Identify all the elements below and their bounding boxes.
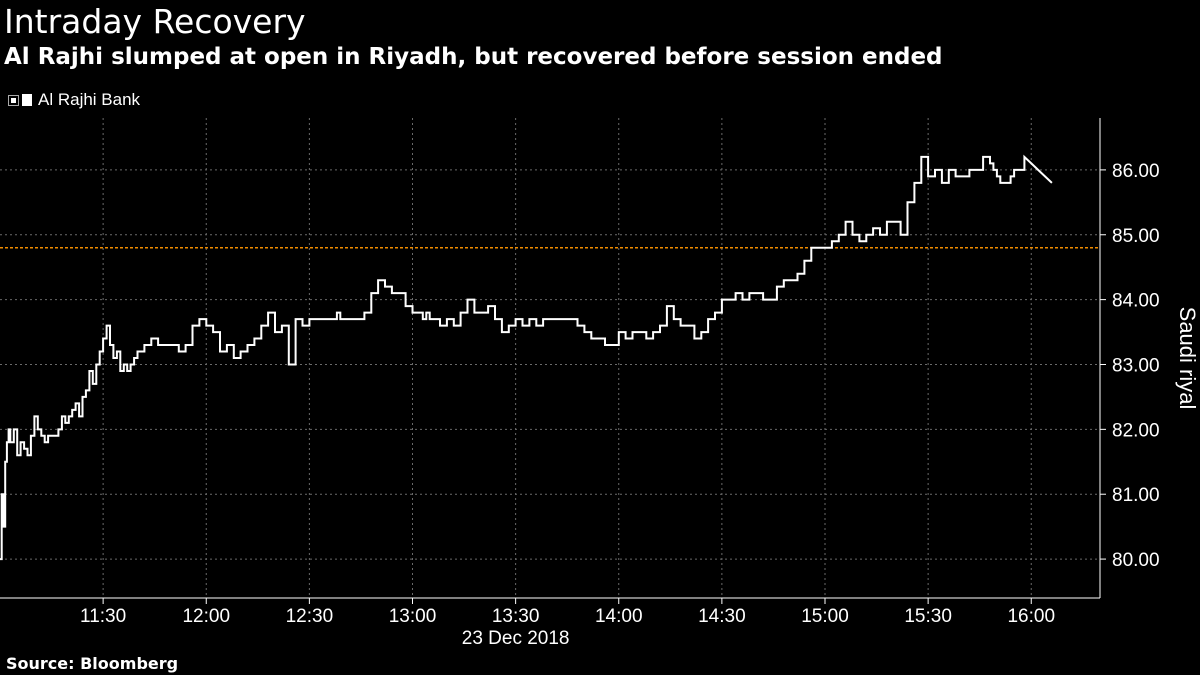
y-tick-label: 82.00: [1112, 420, 1160, 441]
x-tick-label: 15:00: [801, 606, 849, 627]
y-tick-label: 84.00: [1112, 291, 1160, 312]
chart-subtitle: Al Rajhi slumped at open in Riyadh, but …: [4, 44, 943, 70]
y-tick-label: 83.00: [1112, 355, 1160, 376]
chart-title: Intraday Recovery: [4, 2, 306, 41]
legend-toggle-icon[interactable]: [8, 94, 19, 106]
x-tick-label: 15:30: [904, 606, 952, 627]
x-tick-label: 14:30: [698, 606, 746, 627]
source-note: Source: Bloomberg: [6, 654, 179, 673]
x-tick-label: 12:30: [286, 606, 334, 627]
legend-series-marker: [22, 94, 32, 106]
y-tick-label: 85.00: [1112, 226, 1160, 247]
x-tick-label: 13:30: [492, 606, 540, 627]
x-axis-date-label: 23 Dec 2018: [462, 628, 570, 649]
y-tick-label: 81.00: [1112, 485, 1160, 506]
x-tick-label: 12:00: [182, 606, 230, 627]
legend: Al Rajhi Bank: [8, 90, 140, 110]
grid-lines: [0, 118, 1100, 598]
series-line-al-rajhi-bank: [0, 154, 1053, 561]
y-tick-label: 80.00: [1112, 550, 1160, 571]
x-tick-label: 13:00: [389, 606, 437, 627]
chart-axes: [0, 118, 1101, 599]
x-axis-ticks: 11:30 12:00 12:30 13:00 13:30 14:00 14:30 15:00…: [80, 598, 1055, 627]
x-tick-label: 11:30: [80, 606, 126, 627]
x-tick-label: 16:00: [1007, 606, 1055, 627]
y-axis-label: Saudi riyal: [1175, 307, 1200, 410]
legend-series-label: Al Rajhi Bank: [38, 90, 141, 109]
x-tick-label: 14:00: [595, 606, 643, 627]
y-axis-ticks: 80.00 81.00 82.00 83.00 84.00 85.00 86.00: [1100, 161, 1160, 571]
series-lines: [0, 154, 1053, 561]
y-tick-label: 86.00: [1112, 161, 1160, 182]
